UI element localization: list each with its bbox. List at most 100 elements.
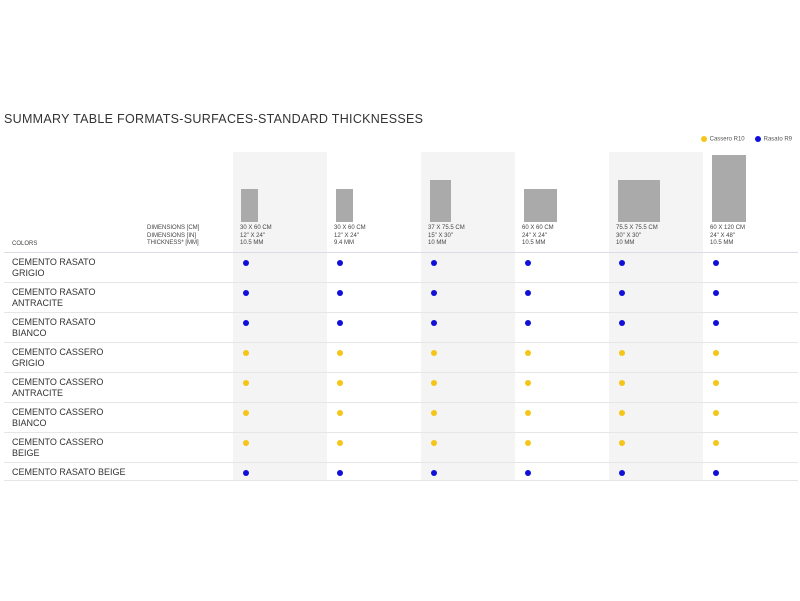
format-tile-icon (618, 180, 660, 222)
surface-dot-icon (525, 470, 531, 476)
spec-in: 12" X 24" (240, 232, 265, 239)
surface-dot-icon (619, 410, 625, 416)
divider (4, 282, 798, 283)
surface-dot-icon (525, 290, 531, 296)
divider (4, 252, 798, 253)
spec-in: 12" X 24" (334, 232, 359, 239)
format-tile-icon (712, 155, 746, 222)
legend-item-rasato: Rasato R9 (754, 136, 792, 143)
divider (4, 342, 798, 343)
surface-dot-icon (243, 380, 249, 386)
legend: Cassero R10 Rasato R9 (700, 136, 792, 143)
format-spec: 30 X 60 CM 12" X 24" 9.4 MM (334, 225, 366, 248)
row-label: CEMENTO RASATO BIANCO (12, 317, 96, 338)
spec-in: 24" X 24" (522, 232, 547, 239)
spec-cm: 60 X 60 CM (522, 225, 554, 231)
row-label: CEMENTO CASSERO GRIGIO (12, 347, 104, 368)
surface-dot-icon (337, 290, 343, 296)
surface-dot-icon (337, 380, 343, 386)
surface-dot-icon (619, 320, 625, 326)
surface-dot-icon (713, 470, 719, 476)
divider (4, 312, 798, 313)
surface-dot-icon (619, 350, 625, 356)
surface-dot-icon (713, 290, 719, 296)
surface-dot-icon (619, 290, 625, 296)
surface-dot-icon (337, 440, 343, 446)
spec-mm: 9.4 MM (334, 240, 355, 246)
surface-dot-icon (525, 260, 531, 266)
spec-cm: 75.5 X 75.5 CM (616, 225, 658, 231)
rasato-dot-icon (754, 136, 761, 142)
surface-dot-icon (525, 410, 531, 416)
spec-mm: 10.5 MM (710, 240, 734, 246)
spec-cm: 60 X 120 CM (710, 225, 746, 231)
format-spec: 60 X 60 CM 24" X 24" 10.5 MM (522, 225, 554, 248)
page-title: SUMMARY TABLE FORMATS-SURFACES-STANDARD … (4, 112, 424, 126)
colors-label: COLORS (12, 241, 38, 247)
spec-in: 24" X 48" (710, 232, 735, 239)
surface-dot-icon (431, 380, 437, 386)
surface-dot-icon (243, 260, 249, 266)
surface-dot-icon (619, 380, 625, 386)
surface-dot-icon (431, 320, 437, 326)
divider (4, 462, 798, 463)
thickness-label: THICKNESS* [MM] (147, 240, 199, 246)
cassero-dot-icon (700, 136, 707, 142)
surface-dot-icon (619, 440, 625, 446)
dim-cm-label: DIMENSIONS [CM] (147, 225, 200, 231)
surface-dot-icon (525, 350, 531, 356)
spec-cm: 37 X 75.5 CM (428, 225, 465, 231)
surface-dot-icon (619, 260, 625, 266)
surface-dot-icon (431, 440, 437, 446)
format-spec: 60 X 120 CM 24" X 48" 10.5 MM (710, 225, 745, 248)
surface-dot-icon (337, 410, 343, 416)
spec-mm: 10 MM (616, 240, 635, 246)
format-spec: 30 X 60 CM 12" X 24" 10.5 MM (240, 225, 272, 248)
surface-dot-icon (243, 350, 249, 356)
surface-dot-icon (243, 470, 249, 476)
surface-dot-icon (337, 350, 343, 356)
surface-dot-icon (713, 380, 719, 386)
surface-dot-icon (713, 440, 719, 446)
surface-dot-icon (431, 350, 437, 356)
surface-dot-icon (243, 290, 249, 296)
format-spec: 75.5 X 75.5 CM 30" X 30" 10 MM (616, 225, 658, 248)
surface-dot-icon (525, 380, 531, 386)
header-labels: DIMENSIONS [CM] DIMENSIONS [IN] THICKNES… (147, 225, 199, 248)
row-label: CEMENTO RASATO GRIGIO (12, 257, 96, 278)
row-label: CEMENTO CASSERO BIANCO (12, 407, 104, 428)
divider (4, 402, 798, 403)
surface-dot-icon (243, 320, 249, 326)
surface-dot-icon (713, 410, 719, 416)
legend-item-cassero: Cassero R10 (700, 136, 745, 143)
spec-mm: 10 MM (428, 240, 447, 246)
spec-mm: 10.5 MM (240, 240, 264, 246)
surface-dot-icon (431, 470, 437, 476)
dim-in-label: DIMENSIONS [IN] (147, 232, 197, 239)
surface-dot-icon (713, 260, 719, 266)
surface-dot-icon (713, 350, 719, 356)
surface-dot-icon (525, 320, 531, 326)
surface-dot-icon (431, 290, 437, 296)
surface-dot-icon (337, 320, 343, 326)
spec-mm: 10.5 MM (522, 240, 546, 246)
surface-dot-icon (243, 410, 249, 416)
format-tile-icon (241, 189, 258, 222)
spec-cm: 30 X 60 CM (240, 225, 272, 231)
surface-dot-icon (337, 260, 343, 266)
divider (4, 432, 798, 433)
divider (4, 372, 798, 373)
surface-dot-icon (431, 260, 437, 266)
row-label: CEMENTO RASATO ANTRACITE (12, 287, 96, 308)
divider (4, 480, 798, 481)
format-tile-icon (524, 189, 557, 222)
row-label: CEMENTO CASSERO ANTRACITE (12, 377, 104, 398)
row-label: CEMENTO CASSERO BEIGE (12, 437, 104, 458)
format-tile-icon (430, 180, 451, 222)
surface-dot-icon (619, 470, 625, 476)
spec-in: 15" X 30" (428, 232, 453, 239)
row-label: CEMENTO RASATO BEIGE (12, 467, 126, 477)
surface-dot-icon (431, 410, 437, 416)
surface-dot-icon (243, 440, 249, 446)
format-tile-icon (336, 189, 353, 222)
